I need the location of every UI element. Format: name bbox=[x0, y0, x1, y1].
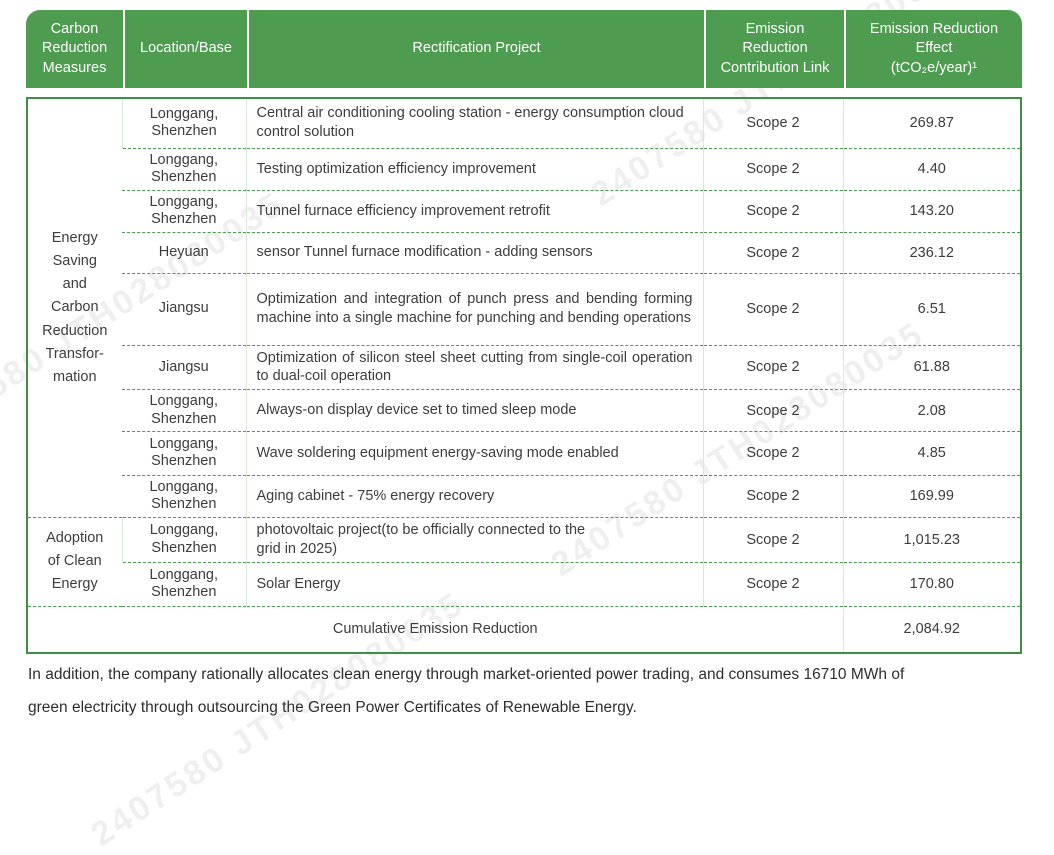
cell-measure-clean-energy: Adoption of Clean Energy bbox=[27, 516, 122, 607]
summary-row: Cumulative Emission Reduction 2,084.92 bbox=[27, 605, 1021, 654]
cell-project: Central air conditioning cooling station… bbox=[245, 98, 703, 148]
cell-location: Longgang, Shenzhen bbox=[121, 98, 246, 148]
cell-project: Optimization and integration of punch pr… bbox=[245, 272, 703, 345]
cell-project: sensor Tunnel furnace modification - add… bbox=[245, 231, 703, 273]
cell-cumulative-value: 2,084.92 bbox=[842, 605, 1021, 654]
cell-location: Jiangsu bbox=[122, 344, 246, 390]
cell-value: 4.85 bbox=[842, 430, 1021, 476]
cell-location: Longgang, Shenzhen bbox=[122, 474, 246, 518]
cell-project: photovoltaic project(to be officially co… bbox=[245, 516, 703, 563]
cell-value: 143.20 bbox=[842, 189, 1021, 232]
table-row: Longgang, Shenzhen Solar Energy Scope 2 … bbox=[27, 561, 1021, 607]
cell-value: 170.80 bbox=[842, 561, 1021, 607]
cell-location: Heyuan bbox=[122, 231, 246, 273]
cell-value: 4.40 bbox=[842, 147, 1021, 190]
cell-scope: Scope 2 bbox=[702, 516, 843, 563]
cell-project: Aging cabinet - 75% energy recovery bbox=[245, 474, 703, 518]
cell-scope: Scope 2 bbox=[702, 344, 843, 390]
table-row: Longgang, Shenzhen Aging cabinet - 75% e… bbox=[27, 474, 1021, 518]
table-row: Longgang, Shenzhen Tunnel furnace effici… bbox=[27, 189, 1021, 232]
cell-scope: Scope 2 bbox=[702, 389, 843, 432]
table-row: Jiangsu Optimization and integration of … bbox=[27, 272, 1021, 345]
cell-project: Tunnel furnace efficiency improvement re… bbox=[245, 189, 703, 232]
cell-cumulative-label: Cumulative Emission Reduction bbox=[27, 605, 843, 654]
cell-location: Jiangsu bbox=[122, 272, 246, 345]
cell-location: Longgang, Shenzhen bbox=[122, 389, 246, 432]
header-rectification-project: Rectification Project bbox=[247, 10, 704, 88]
cell-scope: Scope 2 bbox=[702, 474, 843, 518]
table-row: Longgang, Shenzhen Testing optimization … bbox=[27, 147, 1021, 190]
cell-scope: Scope 2 bbox=[702, 231, 843, 273]
header-emission-reduction-effect: Emission Reduction Effect (tCO₂e/year)¹ bbox=[844, 10, 1022, 88]
header-location-base: Location/Base bbox=[123, 10, 247, 88]
cell-location: Longgang, Shenzhen bbox=[122, 189, 246, 232]
cell-value: 236.12 bbox=[842, 231, 1021, 273]
cell-project: Solar Energy bbox=[245, 561, 703, 607]
table-row: Energy Saving and Carbon Reduction Trans… bbox=[27, 98, 1021, 385]
header-emission-reduction-contribution-link: Emission Reduction Contribution Link bbox=[704, 10, 844, 88]
cell-value: 169.99 bbox=[842, 474, 1021, 518]
cell-location: Longgang, Shenzhen bbox=[122, 147, 246, 190]
cell-value: 1,015.23 bbox=[842, 516, 1021, 563]
cell-scope: Scope 2 bbox=[702, 98, 843, 148]
cell-value: 61.88 bbox=[842, 344, 1021, 390]
cell-location: Longgang, Shenzhen bbox=[122, 430, 246, 476]
cell-scope: Scope 2 bbox=[702, 189, 843, 232]
cell-project: Optimization of silicon steel sheet cutt… bbox=[245, 344, 703, 390]
cell-project: Wave soldering equipment energy-saving m… bbox=[245, 430, 703, 476]
cell-value: 6.51 bbox=[842, 272, 1021, 345]
table-row: Longgang, Shenzhen Always-on display dev… bbox=[27, 389, 1021, 432]
table-row: Adoption of Clean Energy Longgang, Shenz… bbox=[27, 516, 1021, 607]
table-row: Heyuan sensor Tunnel furnace modificatio… bbox=[27, 231, 1021, 273]
cell-value: 269.87 bbox=[842, 98, 1021, 148]
cell-scope: Scope 2 bbox=[702, 561, 843, 607]
cell-location: Longgang, Shenzhen bbox=[122, 561, 246, 607]
table-row: Longgang, Shenzhen Wave soldering equipm… bbox=[27, 430, 1021, 476]
cell-scope: Scope 2 bbox=[702, 147, 843, 190]
cell-scope: Scope 2 bbox=[702, 272, 843, 345]
cell-measure-energy-saving: Energy Saving and Carbon Reduction Trans… bbox=[42, 229, 108, 385]
emission-reduction-table: Energy Saving and Carbon Reduction Trans… bbox=[26, 97, 1022, 655]
cell-project: Always-on display device set to timed sl… bbox=[245, 389, 703, 432]
footnote-text: In addition, the company rationally allo… bbox=[28, 666, 905, 717]
cell-location: Longgang, Shenzhen bbox=[121, 516, 246, 563]
table-header: Carbon Reduction Measures Location/Base … bbox=[26, 10, 1022, 88]
cell-project: Testing optimization efficiency improvem… bbox=[245, 147, 703, 190]
cell-value: 2.08 bbox=[842, 389, 1021, 432]
cell-scope: Scope 2 bbox=[702, 430, 843, 476]
table-row: Jiangsu Optimization of silicon steel sh… bbox=[27, 344, 1021, 390]
header-carbon-reduction-measures: Carbon Reduction Measures bbox=[41, 20, 108, 76]
